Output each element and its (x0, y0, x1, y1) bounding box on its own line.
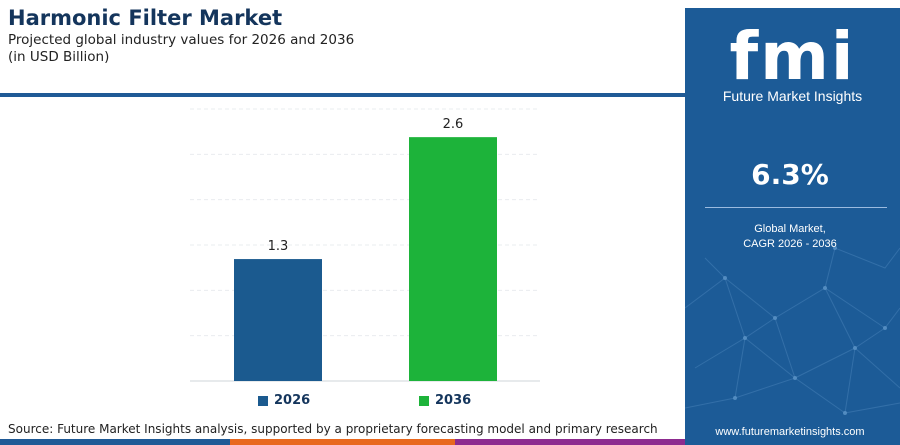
bar-2036 (409, 137, 497, 381)
source-note: Source: Future Market Insights analysis,… (8, 422, 658, 436)
cagr-label-line-2: CAGR 2026 - 2036 (743, 238, 837, 250)
footer-segment-orange (230, 439, 455, 445)
cagr-label-line-1: Global Market, (754, 223, 826, 235)
chart-title: Harmonic Filter Market (8, 6, 283, 30)
footer-color-bar (0, 439, 685, 445)
legend-item-2036: 2036 (419, 393, 471, 408)
cagr-value: 6.3% (751, 158, 829, 191)
fmi-logo: fmi (729, 18, 856, 95)
bar-chart: 1.3 2.6 (190, 108, 540, 382)
header-divider (0, 93, 685, 97)
legend-swatch-2026 (258, 395, 268, 406)
data-label-2026: 1.3 (268, 239, 289, 254)
chart-subtitle: Projected global industry values for 202… (8, 32, 354, 66)
legend-swatch-2036 (419, 395, 429, 406)
legend-item-2026: 2026 (258, 393, 310, 408)
sidebar-divider (705, 207, 887, 208)
subtitle-line-2: (in USD Billion) (8, 49, 110, 65)
logo-text: Future Market Insights (722, 88, 863, 104)
footer-segment-blue (0, 439, 230, 445)
legend-label-2036: 2036 (435, 393, 472, 408)
network-pattern (685, 246, 900, 415)
data-label-2036: 2.6 (443, 117, 464, 132)
bar-2026 (234, 259, 322, 381)
footer-segment-purple (455, 439, 685, 445)
legend-label-2026: 2026 (274, 393, 311, 408)
subtitle-line-1: Projected global industry values for 202… (8, 32, 355, 48)
cagr-label: Global Market, CAGR 2026 - 2036 (685, 222, 895, 252)
sidebar-panel: fmi Future Market Insights 6.3% Global M… (685, 8, 900, 445)
website-url: www.futuremarketinsights.com (715, 426, 865, 438)
